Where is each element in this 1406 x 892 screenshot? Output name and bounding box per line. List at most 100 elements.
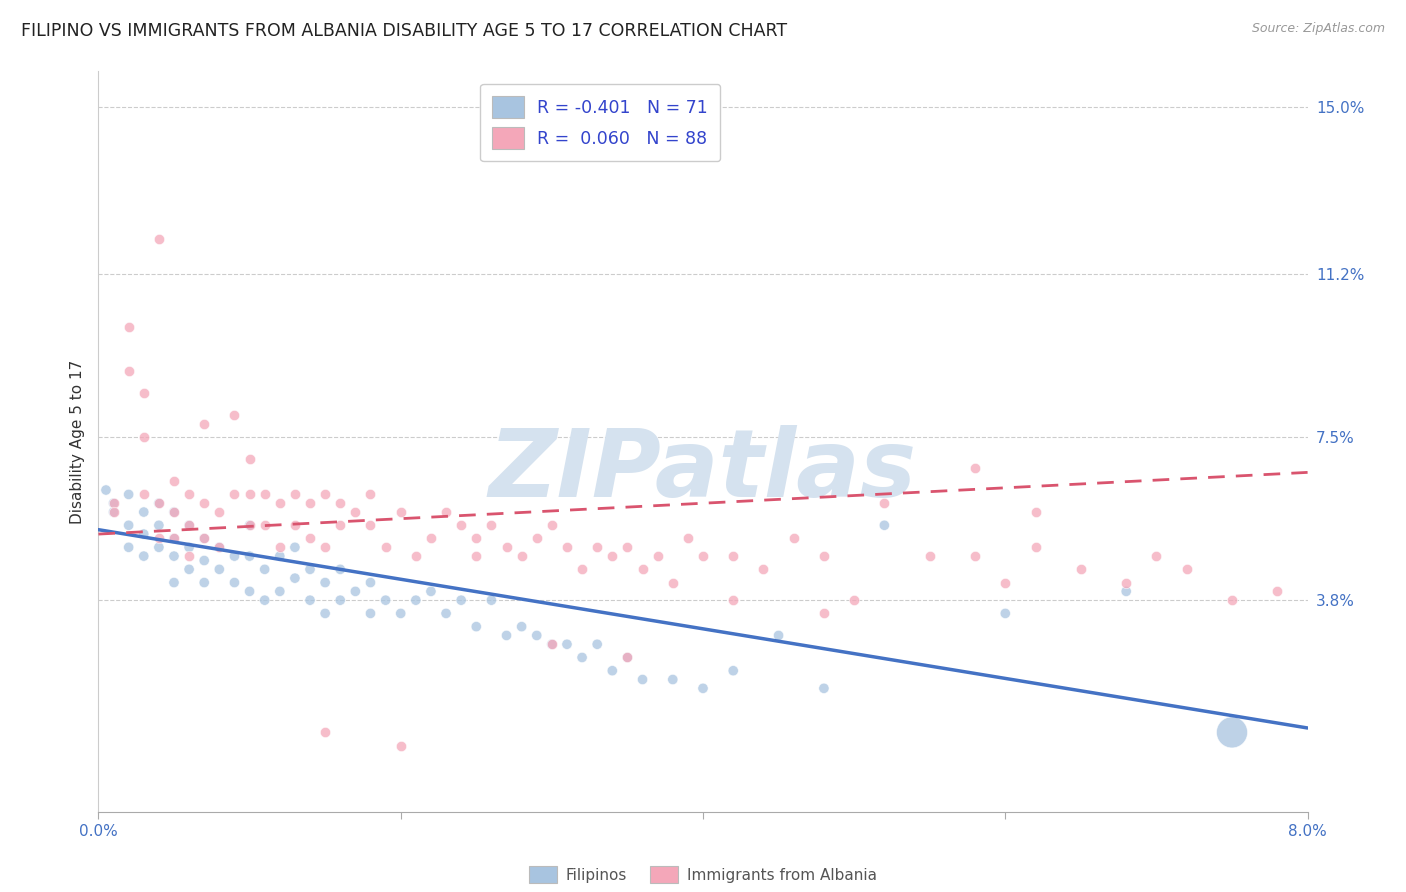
Point: [465, 549, 488, 563]
Point: [224, 549, 246, 563]
Point: [994, 575, 1017, 590]
Point: [586, 541, 609, 555]
Point: [284, 541, 307, 555]
Point: [616, 650, 638, 665]
Point: [752, 562, 775, 576]
Point: [450, 518, 472, 533]
Point: [389, 505, 412, 519]
Point: [148, 532, 170, 546]
Point: [193, 417, 215, 431]
Point: [783, 532, 806, 546]
Point: [495, 628, 517, 642]
Point: [374, 593, 396, 607]
Point: [103, 505, 125, 519]
Point: [148, 496, 170, 510]
Point: [193, 496, 215, 510]
Point: [269, 541, 291, 555]
Point: [132, 527, 155, 541]
Point: [148, 541, 170, 555]
Point: [918, 549, 941, 563]
Point: [163, 474, 186, 488]
Point: [179, 562, 201, 576]
Point: [465, 620, 488, 634]
Point: [329, 496, 352, 510]
Point: [344, 505, 367, 519]
Point: [132, 386, 155, 401]
Point: [586, 637, 609, 651]
Point: [1070, 562, 1092, 576]
Point: [965, 461, 987, 475]
Point: [132, 505, 155, 519]
Point: [571, 562, 593, 576]
Point: [360, 518, 382, 533]
Point: [434, 607, 457, 621]
Point: [314, 725, 336, 739]
Point: [420, 584, 443, 599]
Point: [676, 532, 699, 546]
Point: [1146, 549, 1168, 563]
Point: [193, 575, 215, 590]
Point: [284, 571, 307, 585]
Point: [526, 532, 548, 546]
Point: [1115, 584, 1137, 599]
Point: [94, 483, 117, 497]
Point: [239, 518, 262, 533]
Point: [661, 673, 683, 687]
Point: [314, 541, 336, 555]
Point: [163, 505, 186, 519]
Point: [631, 562, 654, 576]
Point: [179, 549, 201, 563]
Point: [481, 593, 503, 607]
Point: [526, 628, 548, 642]
Point: [179, 518, 201, 533]
Point: [1025, 505, 1047, 519]
Point: [465, 532, 488, 546]
Point: [208, 562, 231, 576]
Point: [163, 532, 186, 546]
Point: [647, 549, 669, 563]
Point: [723, 593, 745, 607]
Point: [374, 541, 396, 555]
Point: [163, 575, 186, 590]
Point: [118, 518, 141, 533]
Point: [994, 607, 1017, 621]
Point: [253, 487, 276, 501]
Point: [163, 505, 186, 519]
Point: [405, 549, 427, 563]
Point: [179, 541, 201, 555]
Point: [239, 549, 262, 563]
Point: [284, 518, 307, 533]
Point: [163, 532, 186, 546]
Point: [495, 541, 517, 555]
Point: [193, 532, 215, 546]
Point: [224, 408, 246, 422]
Point: [299, 496, 322, 510]
Point: [434, 505, 457, 519]
Point: [269, 549, 291, 563]
Point: [510, 549, 533, 563]
Point: [224, 487, 246, 501]
Point: [269, 496, 291, 510]
Point: [965, 549, 987, 563]
Point: [193, 532, 215, 546]
Point: [873, 496, 896, 510]
Point: [389, 739, 412, 753]
Point: [329, 593, 352, 607]
Point: [510, 620, 533, 634]
Point: [253, 562, 276, 576]
Text: ZIPatlas: ZIPatlas: [489, 425, 917, 517]
Point: [299, 593, 322, 607]
Point: [103, 505, 125, 519]
Point: [602, 549, 624, 563]
Point: [269, 584, 291, 599]
Point: [329, 518, 352, 533]
Point: [661, 575, 683, 590]
Point: [239, 452, 262, 467]
Point: [813, 549, 835, 563]
Point: [103, 496, 125, 510]
Point: [148, 232, 170, 246]
Point: [132, 549, 155, 563]
Point: [118, 541, 141, 555]
Point: [360, 575, 382, 590]
Point: [540, 637, 562, 651]
